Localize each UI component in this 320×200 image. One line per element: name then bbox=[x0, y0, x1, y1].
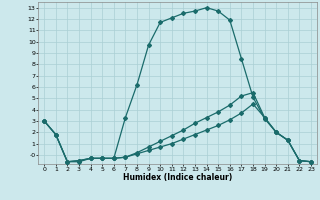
X-axis label: Humidex (Indice chaleur): Humidex (Indice chaleur) bbox=[123, 173, 232, 182]
